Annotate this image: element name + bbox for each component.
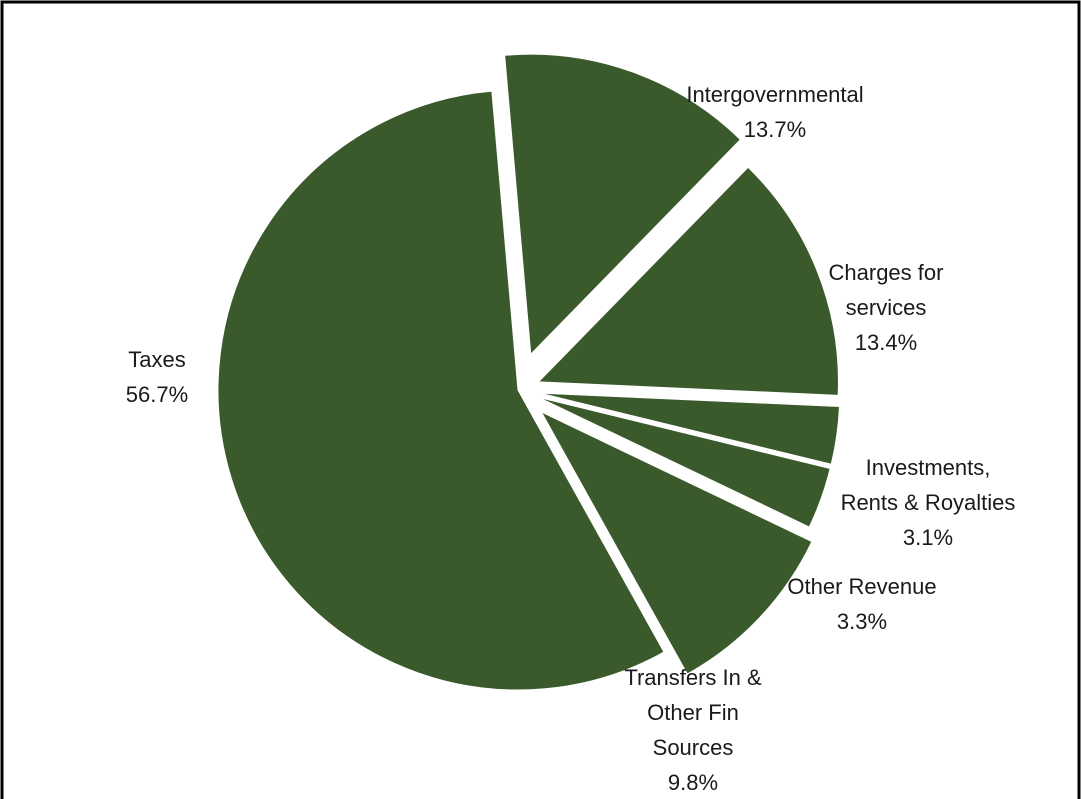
slice-name-label: Taxes bbox=[128, 347, 185, 372]
slice-name-label: services bbox=[846, 295, 927, 320]
slice-name-label: Other Revenue bbox=[787, 574, 936, 599]
slice-value-label: 13.4% bbox=[855, 330, 917, 355]
slice-name-label: Investments, bbox=[866, 455, 991, 480]
slice-name-label: Other Fin bbox=[647, 700, 739, 725]
slice-name-label: Sources bbox=[653, 735, 734, 760]
slice-value-label: 56.7% bbox=[126, 382, 188, 407]
pie-slices bbox=[217, 53, 841, 691]
slice-label-investments-rents-royalties: Investments, Rents & Royalties 3.1% bbox=[841, 455, 1016, 550]
pie-labels: Intergovernmental 13.7% Charges for service… bbox=[126, 82, 1016, 795]
slice-name-label: Transfers In & bbox=[624, 665, 762, 690]
pie-slice-investments-rents-royalties bbox=[539, 392, 841, 465]
slice-label-transfers-in-other-fin-sources: Transfers In & Other Fin Sources 9.8% bbox=[624, 665, 762, 795]
slice-value-label: 9.8% bbox=[668, 770, 718, 795]
slice-label-charges-for-services: Charges for services 13.4% bbox=[829, 260, 944, 355]
pie-slice-taxes bbox=[217, 90, 665, 691]
slice-value-label: 3.1% bbox=[903, 525, 953, 550]
slice-name-label: Intergovernmental bbox=[686, 82, 863, 107]
slice-value-label: 3.3% bbox=[837, 609, 887, 634]
slice-value-label: 13.7% bbox=[744, 117, 806, 142]
slice-name-label: Charges for bbox=[829, 260, 944, 285]
slice-name-label: Rents & Royalties bbox=[841, 490, 1016, 515]
pie-slice-charges-for-services bbox=[537, 166, 839, 396]
pie-slice-intergovernmental bbox=[504, 53, 742, 356]
slice-label-intergovernmental: Intergovernmental 13.7% bbox=[686, 82, 863, 142]
slice-label-other-revenue: Other Revenue 3.3% bbox=[787, 574, 936, 634]
slice-label-taxes: Taxes 56.7% bbox=[126, 347, 188, 407]
pie-slice-transfers-in-other-fin-sources bbox=[540, 410, 813, 675]
pie-slice-other-revenue bbox=[538, 396, 831, 528]
